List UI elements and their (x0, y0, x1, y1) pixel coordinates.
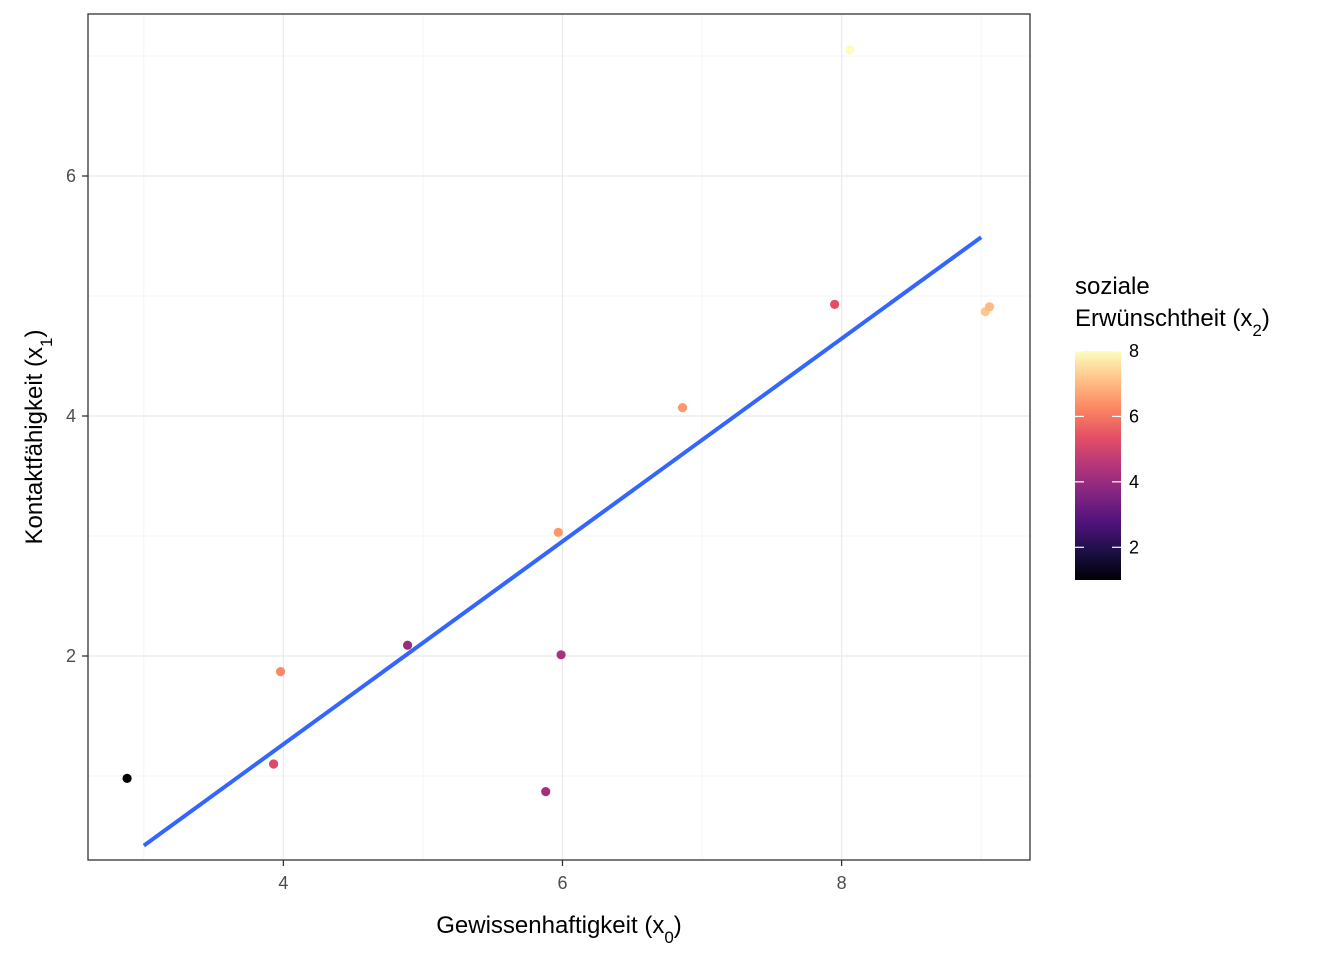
data-point (402, 640, 413, 650)
data-point (677, 403, 688, 413)
data-point (553, 527, 563, 538)
legend-ticks: 2 4 6 8 (1075, 341, 1139, 557)
x-tick-label: 4 (278, 873, 288, 893)
y-tick-label: 6 (66, 166, 76, 186)
data-point (541, 787, 551, 797)
y-axis-ticks: 2 4 6 (66, 166, 88, 666)
legend-colorbar (1075, 351, 1121, 580)
data-point (830, 299, 840, 309)
legend-tick-label: 4 (1129, 472, 1139, 492)
legend-tick-label: 8 (1129, 341, 1139, 361)
x-axis-ticks: 4 6 8 (278, 860, 847, 893)
points-layer (122, 45, 995, 797)
legend-title-line2: Erwünschtheit (x2) (1075, 305, 1270, 340)
x-tick-label: 6 (557, 873, 567, 893)
y-axis-title: Kontaktfähigkeit (x1) (21, 330, 56, 545)
panel-border (87, 13, 1031, 861)
color-legend: soziale Erwünschtheit (x2) 2 4 6 8 (1075, 273, 1270, 580)
legend-title-line1: soziale (1075, 273, 1150, 300)
legend-tick-label: 6 (1129, 406, 1139, 426)
regression-line (142, 235, 983, 848)
y-tick-label: 2 (66, 646, 76, 666)
data-point (269, 759, 279, 769)
x-axis-title: Gewissenhaftigkeit (x0) (436, 912, 682, 947)
legend-tick-label: 2 (1129, 537, 1139, 557)
data-point (122, 773, 132, 784)
y-tick-label: 4 (66, 406, 76, 426)
data-point (556, 650, 566, 660)
data-point (275, 667, 286, 677)
data-point (845, 45, 855, 55)
x-tick-label: 8 (837, 873, 847, 893)
data-point (984, 302, 995, 312)
regression-layer (142, 235, 983, 848)
